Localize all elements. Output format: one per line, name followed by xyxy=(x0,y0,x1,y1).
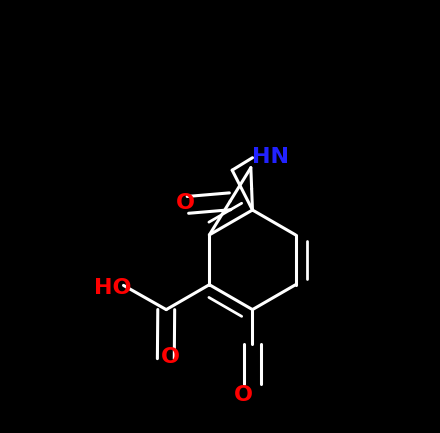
Text: O: O xyxy=(235,385,253,405)
Text: O: O xyxy=(161,346,180,366)
Text: HO: HO xyxy=(94,278,132,297)
Text: HN: HN xyxy=(252,147,289,167)
Text: O: O xyxy=(176,193,195,213)
